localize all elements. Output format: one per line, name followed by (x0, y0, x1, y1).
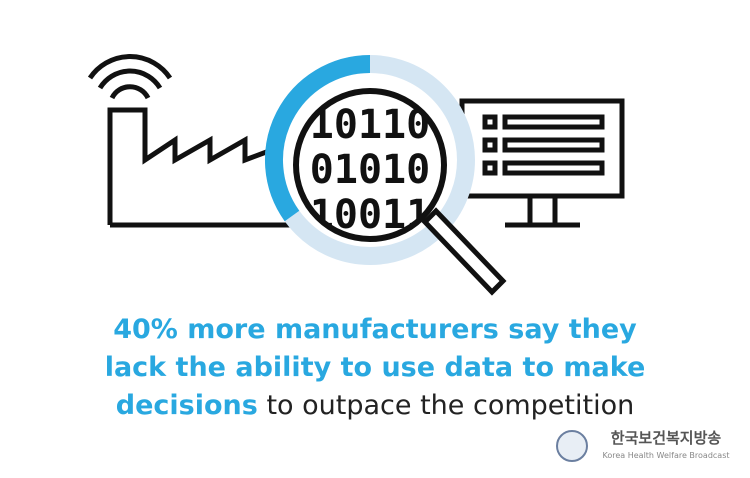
handle (421, 207, 507, 296)
watermark-title: 한국보건복지방송 (611, 429, 722, 447)
ring-highlight (265, 55, 371, 222)
watermark: 한국보건복지방송 Korea Health Welfare Broadcast (556, 429, 730, 462)
binary-row: 01010 (310, 147, 430, 193)
binary: 10110 01010 10011 (310, 102, 430, 237)
illustration: 10110 01010 10011 (87, 54, 625, 296)
headline-rest: to outpace the competition (266, 390, 635, 421)
watermark-logo (556, 430, 588, 462)
headline-line: 40% more manufacturers say they (113, 314, 637, 345)
binary-row: 10110 (310, 102, 430, 148)
headline-line: decisions to outpace the competition (0, 389, 750, 423)
factory-icon (87, 54, 290, 228)
headline-line: lack the ability to use data to make (104, 352, 646, 383)
monitor-icon (459, 98, 625, 228)
watermark-subtitle: Korea Health Welfare Broadcast (603, 451, 730, 460)
lens (293, 88, 447, 242)
headline-highlight: decisions (115, 390, 258, 421)
